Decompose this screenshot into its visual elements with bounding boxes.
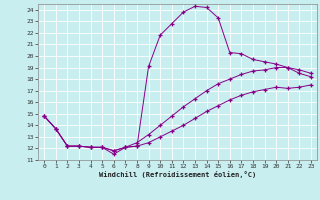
X-axis label: Windchill (Refroidissement éolien,°C): Windchill (Refroidissement éolien,°C) (99, 171, 256, 178)
